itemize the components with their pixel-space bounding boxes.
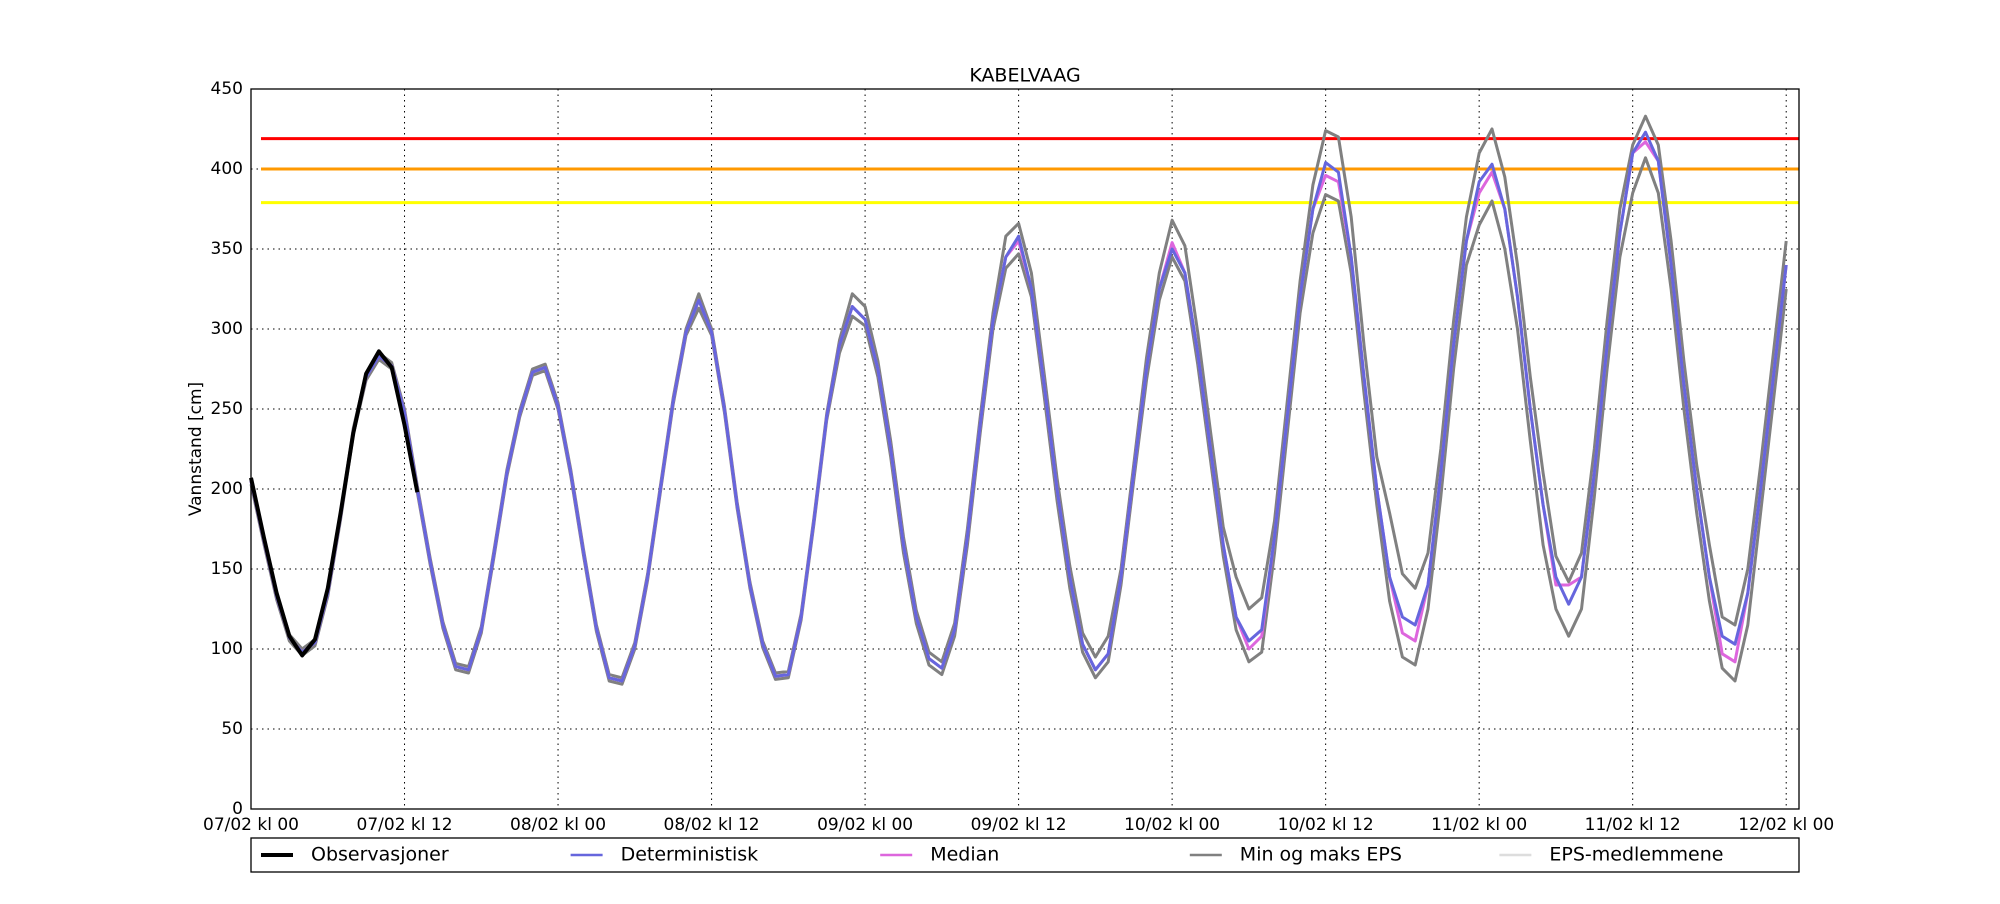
x-tick-label: 07/02 kl 00 [203, 815, 299, 835]
x-tick-label: 07/02 kl 12 [357, 815, 453, 835]
x-tick-label: 09/02 kl 00 [817, 815, 913, 835]
x-tick-label: 08/02 kl 00 [510, 815, 606, 835]
x-tick-label: 09/02 kl 12 [971, 815, 1067, 835]
y-tick-label: 150 [211, 559, 243, 579]
y-tick-label: 200 [211, 479, 243, 499]
y-tick-label: 250 [211, 399, 243, 419]
x-tick-label: 11/02 kl 00 [1431, 815, 1527, 835]
legend-label: Deterministisk [621, 844, 759, 866]
legend-label: Observasjoner [311, 844, 449, 866]
x-tick-label: 10/02 kl 12 [1278, 815, 1374, 835]
legend-label: Min og maks EPS [1240, 844, 1402, 866]
y-tick-label: 350 [211, 239, 243, 259]
y-tick-label: 0 [232, 799, 243, 819]
y-tick-label: 400 [211, 159, 243, 179]
legend-box [250, 837, 1800, 873]
x-tick-label: 11/02 kl 12 [1585, 815, 1681, 835]
y-tick-label: 450 [211, 79, 243, 99]
y-axis-label: Vannstand [cm] [186, 382, 206, 516]
legend-label: EPS-medlemmene [1549, 844, 1723, 866]
x-tick-label: 08/02 kl 12 [664, 815, 760, 835]
series-line [249, 349, 420, 658]
plot-frame [250, 88, 1800, 810]
x-tick-label: 12/02 kl 00 [1738, 815, 1834, 835]
y-tick-label: 100 [211, 639, 243, 659]
x-tick-label: 10/02 kl 00 [1124, 815, 1220, 835]
legend-label: Median [930, 844, 999, 866]
y-tick-label: 50 [221, 719, 243, 739]
y-tick-label: 300 [211, 319, 243, 339]
series-line [249, 130, 1788, 683]
chart-title: KABELVAAG [969, 65, 1080, 87]
